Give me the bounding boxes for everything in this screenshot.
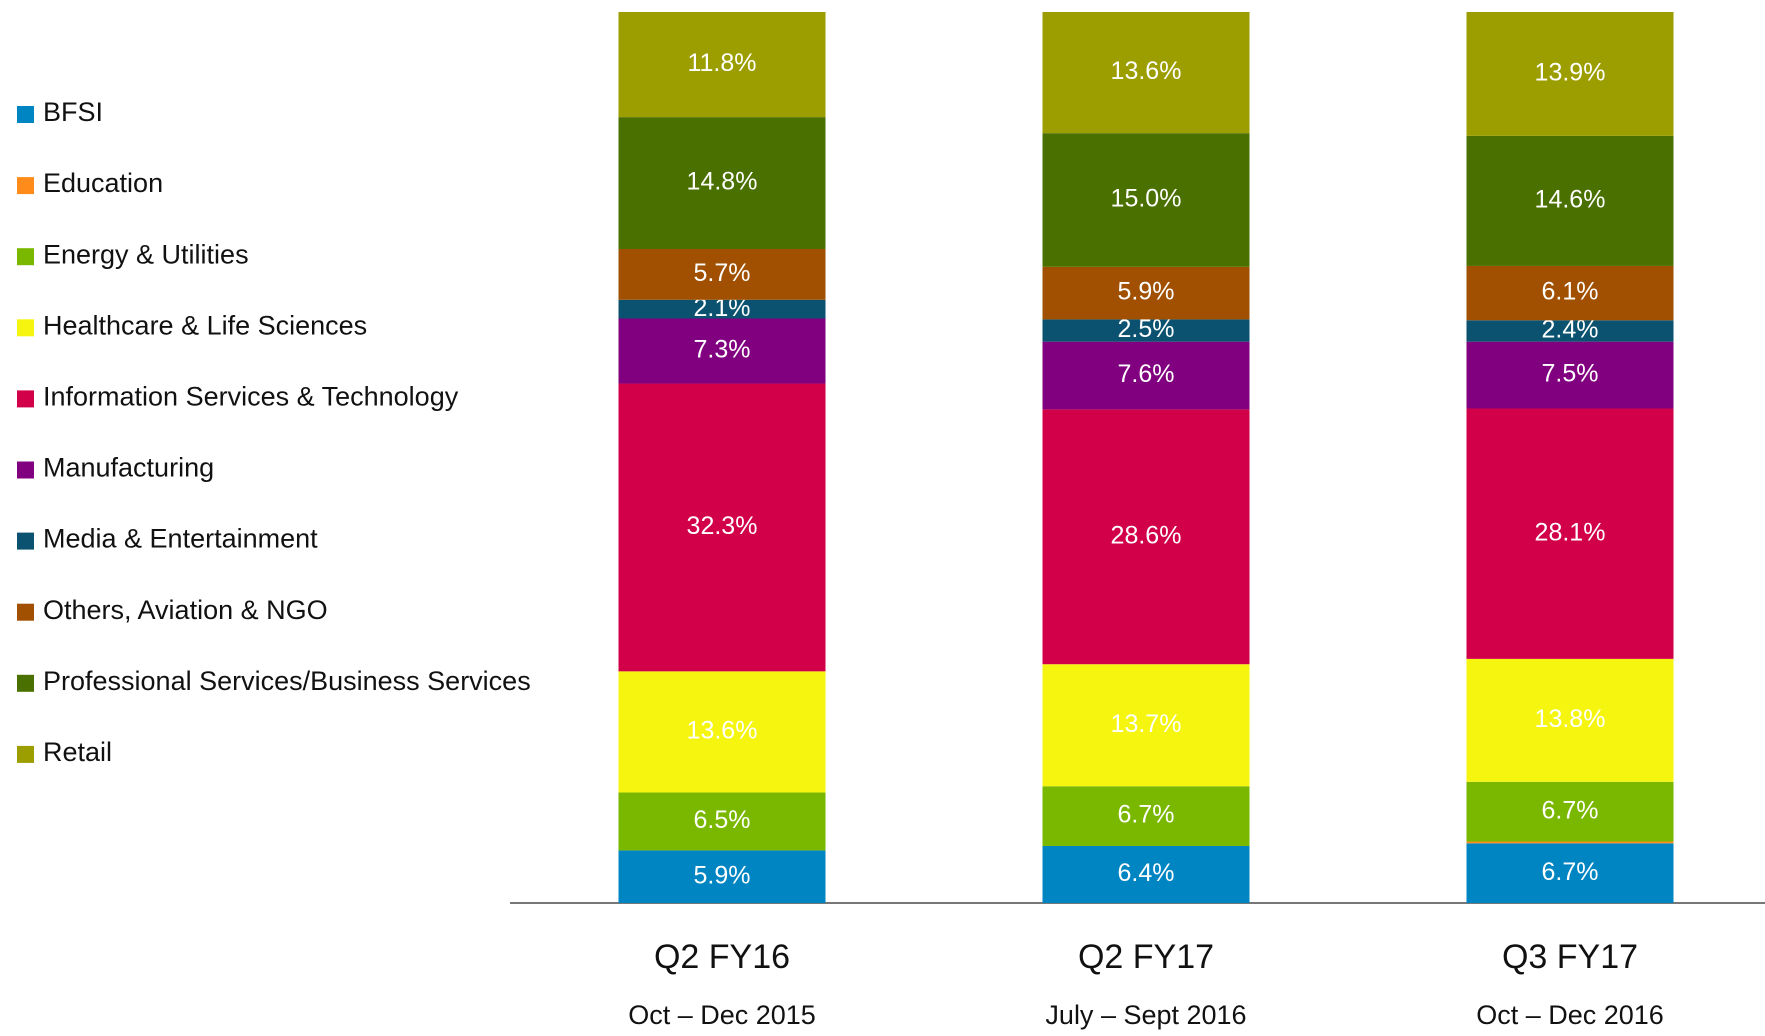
bar-segment: [618, 671, 826, 793]
data-label: 7.6%: [1118, 360, 1175, 388]
legend-label: Information Services & Technology: [43, 382, 459, 412]
legend-label: Others, Aviation & NGO: [43, 595, 328, 625]
data-label: 11.8%: [687, 49, 756, 77]
legend-label: Energy & Utilities: [43, 239, 249, 269]
bar-segment: [1466, 841, 1674, 844]
legend-swatch: [17, 177, 34, 195]
bar-segment: [1042, 319, 1250, 342]
data-label: 32.3%: [687, 512, 758, 540]
legend-swatch: [17, 745, 34, 763]
data-label: 7.5%: [1542, 360, 1599, 388]
data-label: 6.7%: [1542, 796, 1599, 824]
bar-segment: [1466, 135, 1674, 266]
data-label: 13.9%: [1535, 59, 1606, 87]
bar-segment: [618, 299, 826, 319]
legend-swatch: [17, 674, 34, 692]
legend-label: Retail: [43, 737, 112, 767]
bar-segment: [1042, 786, 1250, 846]
data-label: 5.9%: [694, 861, 751, 889]
legend-swatch: [17, 106, 34, 123]
data-label: 14.8%: [687, 168, 758, 196]
legend-label: Manufacturing: [43, 453, 214, 483]
data-label: 5.9%: [1118, 278, 1175, 306]
bar-segment: [1466, 12, 1674, 136]
data-label: 13.6%: [1111, 57, 1182, 85]
data-label: 7.3%: [694, 336, 751, 364]
data-label: 6.5%: [694, 806, 751, 834]
data-label: 6.4%: [1118, 859, 1175, 887]
data-label: 2.5%: [1118, 315, 1175, 343]
bar-segment: [618, 792, 826, 851]
legend-label: Education: [43, 168, 163, 198]
bar-segment: [618, 249, 826, 300]
bar-segment: [1042, 664, 1250, 787]
bar-segment: [1042, 133, 1250, 267]
bar-segment: [1466, 341, 1674, 409]
bar-segment: [1466, 843, 1674, 903]
data-label: 6.7%: [1542, 858, 1599, 886]
legend-swatch: [17, 248, 34, 266]
data-label: 6.1%: [1542, 278, 1599, 306]
bar-segment: [618, 117, 826, 250]
x-tick-label: Q3 FY17: [1502, 938, 1638, 976]
data-label: 28.1%: [1535, 518, 1606, 546]
legend-swatch: [17, 532, 34, 550]
data-label: 15.0%: [1111, 185, 1182, 213]
bar-segment: [1466, 781, 1674, 842]
legend-label: Media & Entertainment: [43, 524, 318, 554]
data-label: 6.7%: [1118, 801, 1175, 829]
data-label: 13.6%: [687, 717, 758, 745]
bar-segment: [618, 850, 826, 903]
x-tick-sublabel: July – Sept 2016: [1045, 1000, 1246, 1030]
legend-swatch: [17, 390, 34, 408]
bar-segment: [618, 12, 826, 118]
x-tick-sublabel: Oct – Dec 2016: [1476, 1000, 1664, 1030]
legend-label: Healthcare & Life Sciences: [43, 310, 367, 340]
bar-segment: [1466, 265, 1674, 321]
legend-swatch: [17, 319, 34, 337]
legend-label: Professional Services/Business Services: [43, 666, 531, 696]
bar-segment: [1042, 409, 1250, 665]
x-tick-label: Q2 FY17: [1078, 938, 1214, 976]
bar-segment: [618, 383, 826, 672]
x-tick-sublabel: Oct – Dec 2015: [628, 1000, 816, 1030]
bar-segment: [1042, 266, 1250, 320]
legend-swatch: [17, 461, 34, 479]
data-label: 28.6%: [1111, 521, 1182, 549]
bar-segment: [1466, 658, 1674, 782]
legend-label: BFSI: [43, 97, 103, 127]
data-label: 13.7%: [1111, 710, 1182, 738]
bar-segment: [618, 318, 826, 384]
x-tick-label: Q2 FY16: [654, 938, 790, 976]
bar-segment: [1466, 320, 1674, 342]
data-label: 5.7%: [694, 259, 751, 287]
bar-segment: [1042, 12, 1250, 134]
legend-swatch: [17, 603, 34, 621]
bar-segment: [1042, 845, 1250, 903]
bar-segment: [1042, 341, 1250, 410]
bar-segment: [1466, 408, 1674, 659]
data-label: 14.6%: [1535, 186, 1606, 214]
data-label: 13.8%: [1535, 705, 1606, 733]
